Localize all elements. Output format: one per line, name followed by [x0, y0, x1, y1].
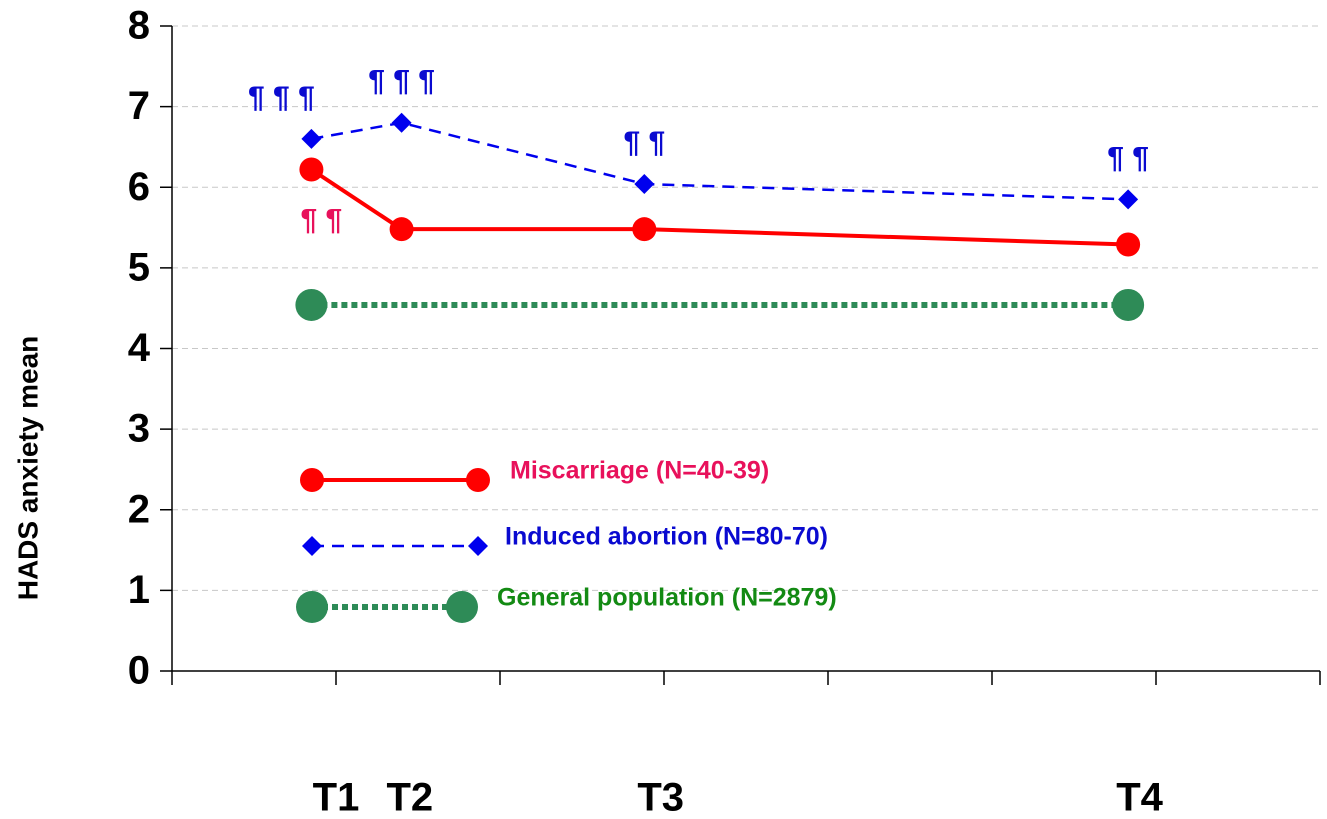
marker: [1118, 189, 1139, 210]
legend-marker: [446, 591, 478, 623]
annotation: ¶ ¶ ¶: [368, 65, 435, 98]
marker: [301, 128, 322, 149]
marker: [299, 157, 324, 182]
x-tick-label: T4: [1116, 776, 1163, 819]
marker: [389, 217, 414, 242]
y-tick-label: 6: [128, 165, 150, 209]
x-tick-label: T2: [386, 776, 433, 819]
legend-label: Induced abortion (N=80-70): [505, 523, 828, 551]
annotation: ¶ ¶: [301, 203, 343, 236]
legend-marker: [466, 468, 490, 492]
y-axis-label: HADS anxiety mean: [12, 336, 43, 601]
marker: [295, 288, 328, 321]
y-tick-label: 2: [128, 487, 150, 531]
annotation: ¶ ¶ ¶: [248, 81, 315, 114]
legend-label: Miscarriage (N=40-39): [510, 457, 769, 485]
legend-marker: [296, 591, 328, 623]
y-tick-label: 1: [128, 568, 150, 612]
x-tick-label: T1: [313, 776, 360, 819]
annotation: ¶ ¶: [1107, 141, 1149, 174]
series-line: [311, 121, 1129, 201]
marker: [1112, 288, 1145, 321]
y-tick-label: 5: [128, 245, 150, 289]
y-tick-label: 0: [128, 649, 150, 693]
x-tick-label: T3: [637, 776, 684, 819]
legend-marker: [300, 468, 324, 492]
y-tick-label: 8: [128, 4, 150, 48]
marker: [632, 217, 657, 242]
legend-label: General population (N=2879): [497, 584, 837, 612]
y-tick-label: 3: [128, 407, 150, 451]
series-line: [310, 167, 1129, 247]
marker: [1116, 232, 1141, 257]
marker: [391, 112, 412, 133]
legend-marker: [468, 536, 488, 556]
legend-marker: [302, 536, 322, 556]
y-tick-label: 4: [128, 326, 151, 370]
y-tick-label: 7: [128, 84, 150, 128]
marker: [634, 174, 655, 195]
annotation: ¶ ¶: [623, 126, 665, 159]
